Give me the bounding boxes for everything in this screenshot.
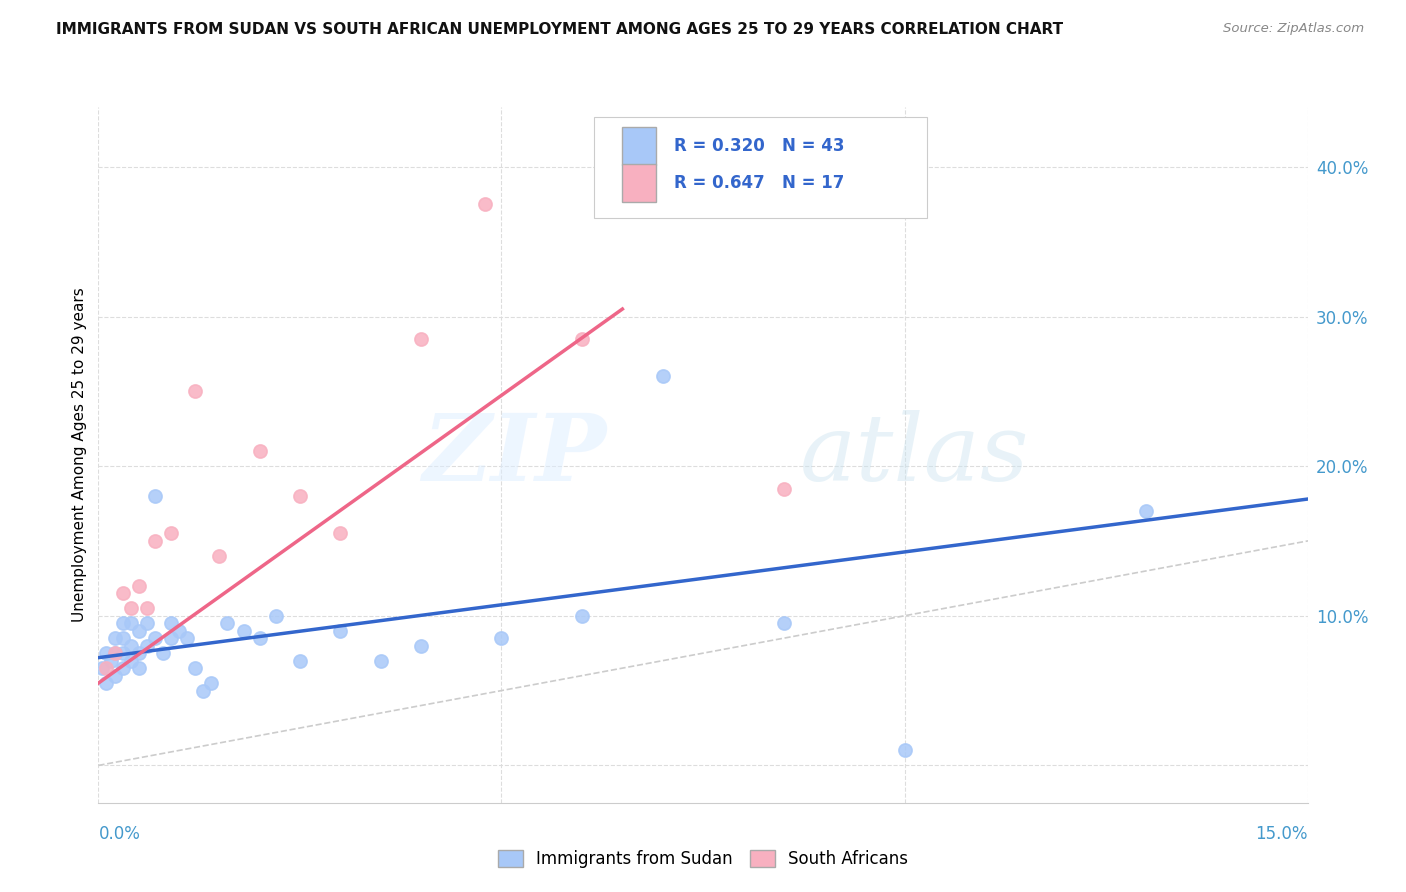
Point bbox=[128, 661, 150, 675]
Text: 0.0%: 0.0% bbox=[98, 825, 141, 843]
Point bbox=[193, 683, 215, 698]
Point bbox=[91, 661, 114, 675]
Point bbox=[103, 668, 125, 682]
Point bbox=[1135, 504, 1157, 518]
Point bbox=[571, 332, 593, 346]
Point bbox=[208, 549, 231, 563]
Point bbox=[103, 631, 125, 645]
Point bbox=[111, 631, 134, 645]
Point bbox=[120, 654, 142, 668]
Point bbox=[893, 743, 915, 757]
Point bbox=[160, 526, 183, 541]
Point bbox=[249, 444, 271, 458]
Point bbox=[772, 482, 794, 496]
Point bbox=[409, 332, 432, 346]
Y-axis label: Unemployment Among Ages 25 to 29 years: Unemployment Among Ages 25 to 29 years bbox=[72, 287, 87, 623]
FancyBboxPatch shape bbox=[621, 164, 655, 202]
Point bbox=[96, 676, 118, 690]
Point bbox=[143, 533, 166, 548]
FancyBboxPatch shape bbox=[621, 127, 655, 165]
Point bbox=[103, 646, 125, 660]
Point bbox=[264, 608, 287, 623]
Point bbox=[491, 631, 513, 645]
Point bbox=[474, 197, 496, 211]
Point bbox=[288, 654, 311, 668]
Text: ZIP: ZIP bbox=[422, 410, 606, 500]
Point bbox=[128, 579, 150, 593]
Text: R = 0.647   N = 17: R = 0.647 N = 17 bbox=[673, 174, 845, 192]
Point bbox=[200, 676, 222, 690]
Point bbox=[160, 616, 183, 631]
Point bbox=[111, 661, 134, 675]
Point bbox=[128, 646, 150, 660]
Point bbox=[135, 616, 157, 631]
Point bbox=[184, 661, 207, 675]
Text: IMMIGRANTS FROM SUDAN VS SOUTH AFRICAN UNEMPLOYMENT AMONG AGES 25 TO 29 YEARS CO: IMMIGRANTS FROM SUDAN VS SOUTH AFRICAN U… bbox=[56, 22, 1063, 37]
Point bbox=[167, 624, 190, 638]
Point bbox=[96, 661, 118, 675]
FancyBboxPatch shape bbox=[595, 118, 927, 219]
Text: Source: ZipAtlas.com: Source: ZipAtlas.com bbox=[1223, 22, 1364, 36]
Point bbox=[100, 654, 122, 668]
Point bbox=[120, 616, 142, 631]
Point bbox=[135, 639, 157, 653]
Legend: Immigrants from Sudan, South Africans: Immigrants from Sudan, South Africans bbox=[491, 843, 915, 874]
Point bbox=[184, 384, 207, 399]
Point bbox=[217, 616, 239, 631]
Point bbox=[176, 631, 198, 645]
Point bbox=[772, 616, 794, 631]
Text: 15.0%: 15.0% bbox=[1256, 825, 1308, 843]
Point bbox=[111, 646, 134, 660]
Point bbox=[96, 646, 118, 660]
Point bbox=[111, 616, 134, 631]
Point bbox=[329, 624, 352, 638]
Point bbox=[152, 646, 174, 660]
Point bbox=[120, 639, 142, 653]
Point bbox=[103, 646, 125, 660]
Point bbox=[288, 489, 311, 503]
Point bbox=[651, 369, 673, 384]
Point bbox=[370, 654, 392, 668]
Text: atlas: atlas bbox=[800, 410, 1029, 500]
Point bbox=[571, 608, 593, 623]
Point bbox=[111, 586, 134, 600]
Point bbox=[160, 631, 183, 645]
Point bbox=[135, 601, 157, 615]
Point bbox=[143, 489, 166, 503]
Point bbox=[329, 526, 352, 541]
Point bbox=[409, 639, 432, 653]
Point bbox=[232, 624, 254, 638]
Text: R = 0.320   N = 43: R = 0.320 N = 43 bbox=[673, 136, 845, 154]
Point bbox=[128, 624, 150, 638]
Point bbox=[249, 631, 271, 645]
Point bbox=[120, 601, 142, 615]
Point bbox=[143, 631, 166, 645]
